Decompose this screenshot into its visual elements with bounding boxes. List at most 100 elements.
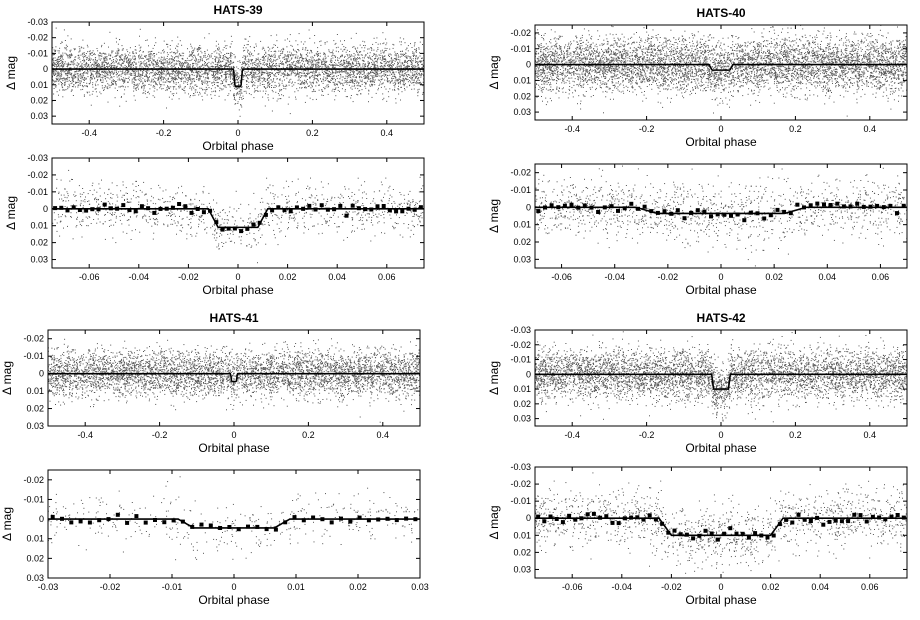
data-point [276,63,277,65]
data-point [245,90,247,92]
data-point [278,70,280,72]
data-point [360,85,362,87]
data-point [221,70,223,72]
data-point [195,57,196,59]
data-point [393,44,395,46]
data-point [70,53,72,55]
data-point [170,86,172,88]
data-point [143,61,145,63]
data-point [367,60,369,62]
data-point [96,60,98,62]
data-point [106,64,108,65]
data-point [123,80,125,82]
data-point [146,64,148,66]
data-point [230,74,232,76]
data-point [189,75,191,77]
data-point [415,76,417,78]
data-point [131,80,133,82]
data-point [62,58,64,60]
data-point [302,61,304,63]
data-point [340,48,342,50]
data-point [145,70,147,72]
data-point [398,83,400,85]
data-point [313,88,315,90]
data-point [406,58,408,59]
data-point [97,75,99,77]
data-point [255,64,257,66]
data-point [142,69,144,71]
data-point [167,81,169,83]
data-point [386,42,388,44]
data-point [178,87,180,89]
data-point [353,85,355,87]
data-point [418,47,420,49]
data-point [359,79,361,81]
data-point [324,64,326,66]
data-point [104,75,106,77]
data-point [75,81,77,83]
data-point [105,70,107,72]
data-point [74,76,76,78]
data-point [324,66,326,68]
data-point [178,67,179,68]
data-point [118,62,120,64]
data-point [331,60,333,62]
data-point [170,58,172,60]
data-point [175,83,177,85]
data-point [248,81,250,83]
data-point [148,53,150,55]
data-point [197,76,199,78]
data-point [192,63,194,65]
data-point [278,72,280,74]
data-point [130,60,132,61]
data-point [368,78,370,80]
data-point [257,59,259,60]
data-point [206,49,208,51]
data-point [385,59,387,61]
data-point [103,88,105,90]
data-point [138,56,140,58]
data-point [341,70,343,72]
data-point [366,75,368,76]
data-point [199,91,201,93]
data-point [224,45,226,47]
data-point [384,79,386,81]
data-point [237,75,238,77]
data-point [220,83,222,85]
data-point [241,106,243,108]
data-point [298,66,300,68]
data-point [271,56,273,57]
data-point [61,74,63,76]
data-point [249,55,251,57]
data-point [74,86,76,88]
data-point [422,85,424,87]
data-point [113,76,115,78]
data-point [290,64,292,66]
data-point [315,64,316,66]
data-point [350,74,352,76]
data-point [349,64,351,66]
data-point [356,52,358,53]
data-point [135,52,137,54]
data-point [82,53,84,55]
data-point [207,62,209,64]
data-point [157,73,159,75]
data-point [216,73,218,75]
data-point [348,84,350,86]
data-point [94,64,96,66]
data-point [101,53,103,55]
data-point [106,57,108,59]
data-point [214,59,216,61]
data-point [145,56,147,58]
data-point [419,74,420,76]
data-point [364,67,366,69]
data-point [251,69,253,71]
data-point [312,99,314,101]
data-point [316,78,318,80]
data-point [67,57,69,59]
data-point [316,69,318,71]
data-point [117,63,119,65]
data-point [80,81,82,83]
data-point [364,63,366,65]
data-point [55,84,57,86]
